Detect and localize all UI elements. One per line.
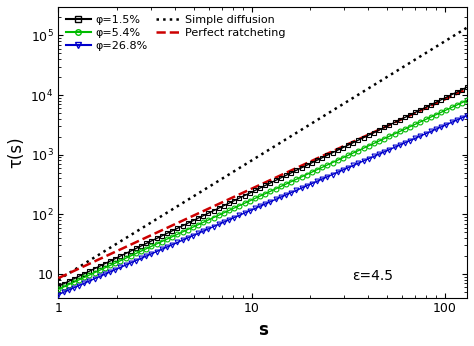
Y-axis label: τ(s): τ(s): [7, 136, 25, 168]
Legend: φ=1.5%, φ=5.4%, φ=26.8%, Simple diffusion, Perfect ratcheting: φ=1.5%, φ=5.4%, φ=26.8%, Simple diffusio…: [64, 12, 288, 54]
X-axis label: s: s: [258, 321, 268, 339]
Text: ε=4.5: ε=4.5: [353, 269, 393, 283]
